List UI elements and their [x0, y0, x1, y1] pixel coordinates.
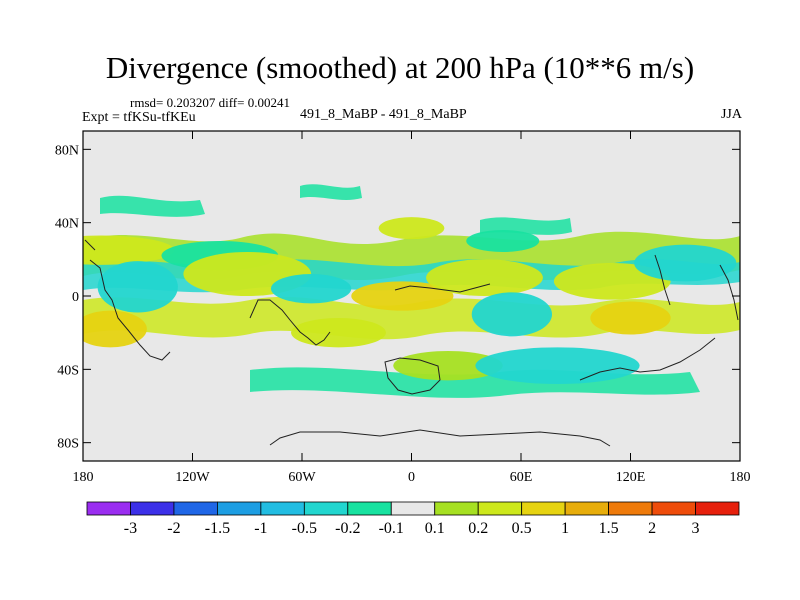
colorbar-swatch-12 [608, 501, 653, 516]
colorbar: -3 -2 -1.5 -1 -0.5 -0.2 -0.1 0.1 0.2 0.5 1 1.5 2 3 [86, 501, 740, 537]
experiment-label: Expt = tfKSu-tfKEu [82, 110, 196, 125]
field-region-5 [351, 281, 454, 311]
field-region-0 [83, 235, 175, 265]
y-tick-label: 40S [57, 363, 79, 378]
x-tick-label: 120E [616, 470, 646, 485]
colorbar-label: -0.1 [379, 520, 404, 537]
field-region-14 [475, 347, 640, 384]
stats-line: rmsd= 0.203207 diff= 0.00241 [130, 95, 290, 110]
colorbar-swatch-6 [347, 501, 392, 516]
field-region-13 [393, 351, 503, 381]
colorbar-swatch-13 [651, 501, 696, 516]
coastline-east-asia [579, 337, 716, 381]
colorbar-label: 1 [561, 520, 569, 537]
colorbar-swatch-1 [130, 501, 175, 516]
colorbar-label: -2 [167, 520, 180, 537]
tropical-band-south [83, 296, 740, 340]
colorbar-label: -0.5 [292, 520, 317, 537]
field-region-7 [471, 292, 553, 337]
field-region-10 [634, 244, 737, 282]
coastline-africa [249, 299, 331, 346]
x-tick-label: 180 [73, 470, 94, 485]
coastline-europe-asia [394, 254, 739, 321]
colorbar-swatch-2 [173, 501, 218, 516]
coastline-americas [84, 239, 171, 361]
season-label: JJA [720, 107, 742, 122]
colorbar-label: 0.2 [468, 520, 488, 537]
y-tick-label: 0 [72, 290, 79, 305]
coastlines [84, 239, 739, 447]
y-axis: 80N 40N 0 40S 80S [55, 143, 740, 452]
x-axis: 180 120W 60W 0 60E 120E 180 [73, 131, 751, 485]
y-tick-label: 40N [55, 217, 79, 232]
field-region-9 [590, 301, 671, 335]
chart-title: Divergence (smoothed) at 200 hPa (10**6 … [105, 50, 695, 85]
coastline-antarctica [269, 429, 611, 447]
colorbar-swatch-0 [86, 501, 131, 516]
x-tick-label: 60E [510, 470, 533, 485]
colorbar-swatch-11 [564, 501, 610, 516]
runs-label: 491_8_MaBP - 491_8_MaBP [300, 107, 467, 122]
field-region-16 [466, 230, 540, 252]
northern-patches [100, 184, 572, 235]
colorbar-label: -0.2 [335, 520, 360, 537]
colorbar-swatch-10 [521, 501, 566, 516]
field-region-4 [270, 274, 352, 304]
divergence-field [83, 184, 740, 398]
colorbar-label: 0.1 [425, 520, 445, 537]
colorbar-swatch-5 [303, 501, 349, 516]
colorbar-label: 1.5 [599, 520, 619, 537]
x-tick-label: 180 [730, 470, 751, 485]
x-tick-label: 120W [175, 470, 210, 485]
colorbar-swatch-7 [390, 501, 436, 516]
field-region-15 [378, 217, 445, 240]
colorbar-swatch-8 [434, 501, 479, 516]
colorbar-label: -1.5 [205, 520, 230, 537]
colorbar-swatch-3 [216, 501, 262, 516]
colorbar-label: 2 [648, 520, 656, 537]
colorbar-swatch-4 [260, 501, 305, 516]
field-region-6 [426, 259, 543, 296]
colorbar-label: 3 [692, 520, 700, 537]
y-tick-label: 80N [55, 143, 79, 158]
colorbar-label: -3 [124, 520, 137, 537]
field-region-1 [97, 261, 178, 313]
field-region-12 [291, 318, 386, 348]
colorbar-label: -1 [254, 520, 267, 537]
x-tick-label: 0 [408, 470, 415, 485]
coastline-australia [384, 357, 441, 395]
field-region-11 [83, 310, 147, 348]
colorbar-swatch-9 [477, 501, 523, 516]
y-tick-label: 80S [57, 437, 79, 452]
colorbar-swatch-14 [695, 501, 740, 516]
x-tick-label: 60W [288, 470, 316, 485]
colorbar-label: 0.5 [512, 520, 532, 537]
